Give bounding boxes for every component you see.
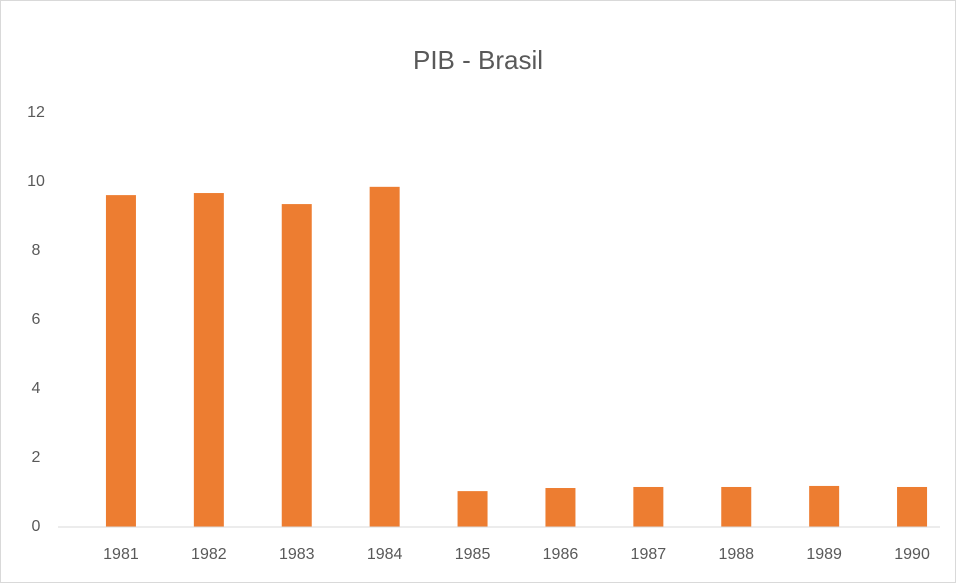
x-tick-label: 1982 [191,546,227,563]
bar [369,186,400,527]
bar [457,491,488,527]
x-tick-label: 1990 [894,546,930,563]
y-tick-label: 0 [32,518,41,535]
bar [897,486,928,527]
x-tick-label: 1989 [806,546,842,563]
y-tick-label: 8 [32,242,41,259]
x-tick-label: 1986 [543,546,579,563]
y-tick-label: 4 [32,380,41,397]
y-tick-label: 10 [27,173,45,190]
bar [809,485,840,527]
bar [105,195,136,528]
y-tick-label: 12 [27,104,45,121]
bar [721,486,752,527]
x-tick-label: 1988 [718,546,754,563]
x-tick-label: 1983 [279,546,315,563]
x-tick-label: 1985 [455,546,491,563]
x-tick-label: 1981 [103,546,139,563]
x-tick-label: 1987 [631,546,667,563]
bar [545,488,576,527]
y-tick-label: 6 [32,311,41,328]
bar [633,486,664,527]
chart-title: PIB - Brasil [413,45,543,75]
x-tick-label: 1984 [367,546,403,563]
bar [281,204,312,527]
y-tick-label: 2 [32,449,41,466]
bar [193,193,224,528]
